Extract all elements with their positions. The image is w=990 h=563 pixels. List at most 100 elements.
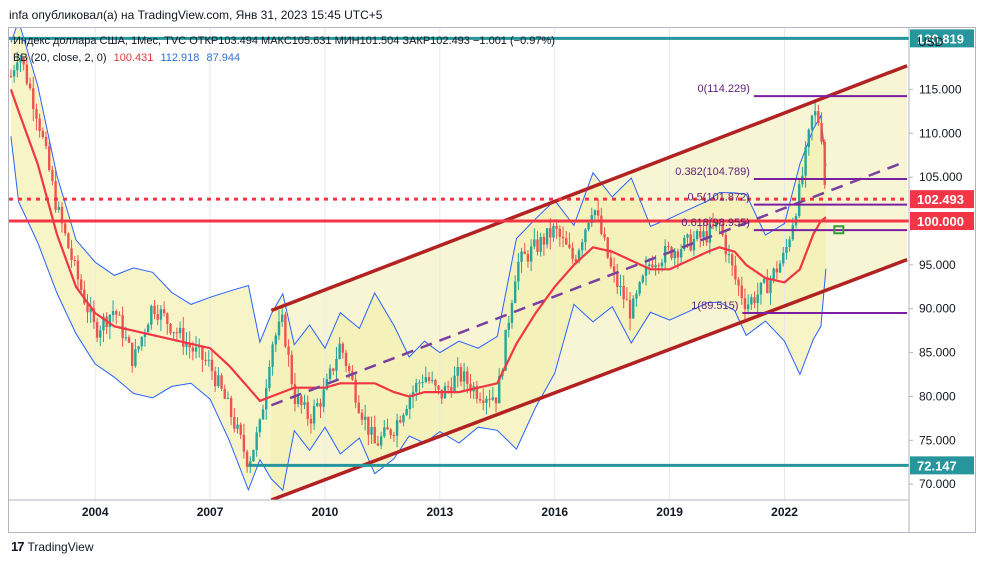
axis-badge-100.000 — [910, 212, 974, 231]
candle-body — [284, 314, 287, 347]
candle-body — [95, 322, 99, 338]
candle-body — [255, 432, 258, 450]
candle-body — [561, 236, 565, 239]
candle-body — [354, 379, 357, 403]
candle-body — [261, 409, 265, 420]
candle-body — [217, 375, 220, 387]
tradingview-footer[interactable]: 17 TradingView — [11, 539, 94, 554]
axis-badge-72.147 — [910, 456, 974, 475]
candle-body — [178, 327, 182, 334]
candle-body — [408, 397, 412, 410]
price-tick-label: 95.000 — [919, 258, 956, 272]
candle-body — [226, 397, 230, 399]
fib-label-0.382: 0.382(104.789) — [675, 166, 750, 178]
candle-body — [303, 402, 306, 405]
candle-body — [344, 352, 348, 366]
candle-body — [434, 380, 437, 386]
candle-body — [182, 327, 185, 347]
candle-body — [692, 239, 696, 251]
candle-body — [759, 282, 763, 295]
candle-body — [609, 257, 613, 267]
candle-body — [606, 237, 609, 258]
candle-body — [213, 371, 217, 387]
candle-body — [571, 247, 574, 260]
candle-body — [526, 254, 530, 262]
candle-body — [459, 367, 463, 382]
candle-body — [60, 207, 64, 224]
candle-body — [498, 376, 501, 404]
fib-label-0.5: 0.5(101.872) — [688, 192, 750, 204]
candle-body — [635, 293, 638, 299]
candle-body — [156, 314, 159, 320]
time-tick-label: 2010 — [312, 505, 339, 519]
price-tick-label: 105.000 — [919, 170, 963, 184]
candle-body — [19, 58, 22, 63]
candle-body — [322, 389, 325, 407]
candle-body — [478, 398, 482, 401]
candle-body — [108, 314, 112, 328]
candle-body — [593, 210, 597, 216]
bb-upper-value: 112.918 — [160, 52, 200, 64]
candle-body — [338, 343, 341, 359]
candle-body — [124, 337, 128, 339]
candle-body — [446, 386, 450, 388]
candle-body — [513, 281, 517, 303]
candle-body — [204, 359, 207, 361]
candle-body — [580, 242, 584, 251]
channel-upper-line — [270, 64, 908, 313]
candle-body — [523, 251, 526, 255]
candle-body — [660, 262, 664, 267]
candle-body — [271, 344, 274, 367]
candle-body — [258, 419, 262, 433]
candle-body — [750, 297, 753, 305]
candle-body — [25, 64, 29, 84]
candle-body — [89, 308, 92, 313]
candle-body — [172, 332, 175, 334]
candle-body — [820, 123, 823, 142]
candle-body — [386, 427, 389, 430]
time-tick-label: 2022 — [771, 505, 798, 519]
candle-body — [309, 418, 313, 424]
candle-body — [191, 347, 195, 352]
candle-body — [539, 236, 542, 252]
price-tick-label: 110.000 — [919, 126, 962, 140]
candle-body — [775, 268, 779, 273]
candle-body — [753, 297, 756, 304]
candle-body — [727, 254, 731, 256]
candle-body — [32, 88, 35, 110]
candle-body — [92, 308, 96, 323]
candle-body — [558, 228, 562, 237]
candle-body — [51, 170, 54, 182]
candle-body — [804, 147, 807, 176]
fib-label-0.618: 0.618(98.955) — [681, 217, 750, 229]
candle-body — [220, 375, 223, 389]
candle-body — [22, 58, 25, 65]
candle-body — [488, 398, 491, 400]
candle-body — [335, 358, 338, 371]
candle-body — [565, 238, 568, 245]
candle-body — [740, 285, 743, 299]
candle-body — [695, 231, 699, 240]
bb-label: BB (20, close, 2, 0) — [13, 52, 107, 64]
candle-body — [201, 346, 204, 360]
bollinger-legend: BB (20, close, 2, 0) 100.431 112.918 87.… — [13, 52, 244, 64]
candle-body — [612, 266, 616, 273]
candle-body — [41, 130, 45, 137]
candle-body — [568, 244, 571, 248]
candle-body — [734, 265, 737, 280]
candle-body — [316, 403, 319, 407]
bb-lower-value: 87.944 — [206, 52, 241, 64]
candle-body — [542, 236, 546, 245]
channel-lower-line — [270, 257, 908, 500]
candle-body — [127, 337, 131, 343]
candle-body — [654, 265, 657, 268]
candle-body — [274, 335, 278, 345]
candle-body — [341, 343, 345, 353]
candle-body — [456, 367, 459, 376]
candle-body — [153, 305, 156, 315]
symbol-legend: Индекс доллара США, 1Мес, TVC ОТКР103.49… — [13, 35, 555, 47]
candle-body — [118, 314, 121, 316]
candle-body — [711, 224, 715, 227]
candle-body — [689, 234, 692, 251]
